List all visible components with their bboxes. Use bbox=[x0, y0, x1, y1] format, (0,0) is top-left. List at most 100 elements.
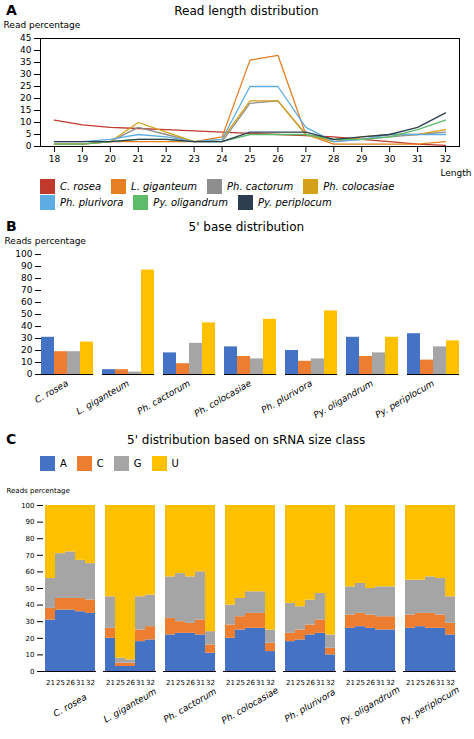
svg-text:Length: Length bbox=[440, 168, 471, 178]
html-text:5' base distribution: 5' base distribution bbox=[188, 220, 305, 234]
svg-text:Ph. plurivora: Ph. plurivora bbox=[283, 687, 337, 724]
svg-text:21: 21 bbox=[46, 679, 55, 687]
svg-text:23: 23 bbox=[188, 154, 199, 164]
svg-text:25: 25 bbox=[296, 679, 305, 687]
svg-text:30: 30 bbox=[26, 618, 35, 626]
svg-text:26: 26 bbox=[186, 679, 195, 687]
svg-text:32: 32 bbox=[440, 154, 451, 164]
svg-text:10: 10 bbox=[26, 651, 35, 659]
svg-text:24: 24 bbox=[216, 154, 228, 164]
svg-text:30: 30 bbox=[21, 333, 33, 343]
svg-text:21: 21 bbox=[346, 679, 355, 687]
svg-text:21: 21 bbox=[286, 679, 295, 687]
svg-text:21: 21 bbox=[226, 679, 235, 687]
html-text:5' distribution based on sRNA: 5' distribution based on sRNA size class bbox=[127, 433, 366, 447]
svg-text:70: 70 bbox=[26, 552, 35, 560]
svg-text:L. giganteum: L. giganteum bbox=[74, 378, 131, 416]
svg-text:100: 100 bbox=[15, 249, 32, 259]
svg-text:30: 30 bbox=[20, 69, 32, 79]
svg-text:35: 35 bbox=[20, 57, 31, 67]
svg-text:26: 26 bbox=[272, 154, 284, 164]
svg-text:Ph. colocasiae: Ph. colocasiae bbox=[220, 685, 281, 726]
html-text:Read length distribution: Read length distribution bbox=[174, 4, 319, 18]
svg-text:Ph. cactorum: Ph. cactorum bbox=[135, 378, 192, 417]
svg-text:31: 31 bbox=[436, 679, 445, 687]
svg-text:19: 19 bbox=[77, 154, 89, 164]
svg-text:50: 50 bbox=[21, 309, 33, 319]
svg-text:26: 26 bbox=[366, 679, 375, 687]
svg-text:10: 10 bbox=[21, 357, 33, 367]
svg-text:25: 25 bbox=[236, 679, 245, 687]
svg-text:21: 21 bbox=[406, 679, 415, 687]
svg-text:26: 26 bbox=[66, 679, 75, 687]
svg-text:26: 26 bbox=[306, 679, 315, 687]
svg-text:31: 31 bbox=[196, 679, 205, 687]
svg-text:26: 26 bbox=[246, 679, 255, 687]
svg-text:5: 5 bbox=[26, 129, 32, 139]
svg-text:0: 0 bbox=[26, 141, 32, 151]
svg-text:26: 26 bbox=[126, 679, 135, 687]
svg-text:25: 25 bbox=[56, 679, 65, 687]
svg-text:28: 28 bbox=[328, 154, 340, 164]
svg-text:50: 50 bbox=[26, 585, 35, 593]
svg-text:22: 22 bbox=[160, 154, 171, 164]
svg-text:10: 10 bbox=[20, 117, 32, 127]
svg-text:C. rosea: C. rosea bbox=[51, 692, 88, 719]
svg-text:60: 60 bbox=[26, 568, 35, 576]
svg-text:31: 31 bbox=[136, 679, 145, 687]
svg-text:31: 31 bbox=[376, 679, 385, 687]
svg-text:26: 26 bbox=[426, 679, 435, 687]
svg-text:21: 21 bbox=[106, 679, 115, 687]
svg-text:25: 25 bbox=[20, 81, 31, 91]
svg-text:20: 20 bbox=[105, 154, 117, 164]
svg-text:80: 80 bbox=[26, 535, 35, 543]
svg-text:20: 20 bbox=[20, 93, 32, 103]
svg-text:90: 90 bbox=[21, 261, 33, 271]
svg-text:0: 0 bbox=[30, 668, 34, 676]
svg-text:Reads percentage: Reads percentage bbox=[7, 487, 70, 495]
svg-text:80: 80 bbox=[21, 273, 33, 283]
svg-text:70: 70 bbox=[21, 285, 33, 295]
svg-text:Ph. plurivora: Ph. plurivora bbox=[260, 378, 314, 415]
svg-text:Reads percentage: Reads percentage bbox=[5, 236, 87, 246]
svg-text:32: 32 bbox=[326, 679, 335, 687]
svg-text:27: 27 bbox=[300, 154, 311, 164]
svg-text:25: 25 bbox=[356, 679, 365, 687]
svg-text:29: 29 bbox=[356, 154, 368, 164]
svg-text:31: 31 bbox=[76, 679, 85, 687]
svg-text:20: 20 bbox=[21, 345, 33, 355]
svg-text:20: 20 bbox=[26, 635, 35, 643]
svg-text:40: 40 bbox=[21, 321, 33, 331]
svg-text:18: 18 bbox=[49, 154, 61, 164]
svg-text:L. giganteum: L. giganteum bbox=[102, 686, 159, 724]
svg-text:21: 21 bbox=[166, 679, 175, 687]
svg-text:31: 31 bbox=[316, 679, 325, 687]
svg-text:Py. periplocum: Py. periplocum bbox=[399, 684, 462, 726]
svg-text:60: 60 bbox=[21, 297, 33, 307]
svg-text:100: 100 bbox=[21, 502, 34, 510]
svg-text:90: 90 bbox=[26, 518, 35, 526]
svg-text:25: 25 bbox=[176, 679, 185, 687]
svg-text:40: 40 bbox=[20, 45, 32, 55]
svg-text:15: 15 bbox=[20, 105, 31, 115]
svg-text:Ph. colocasiae: Ph. colocasiae bbox=[192, 378, 253, 419]
svg-text:25: 25 bbox=[244, 154, 255, 164]
svg-text:30: 30 bbox=[384, 154, 396, 164]
svg-text:31: 31 bbox=[256, 679, 265, 687]
svg-text:Read percentage: Read percentage bbox=[4, 20, 81, 30]
svg-text:Py. oligandrum: Py. oligandrum bbox=[338, 684, 401, 726]
svg-text:21: 21 bbox=[133, 154, 144, 164]
svg-text:31: 31 bbox=[412, 154, 423, 164]
svg-text:32: 32 bbox=[86, 679, 95, 687]
svg-text:32: 32 bbox=[146, 679, 155, 687]
svg-text:Ph. cactorum: Ph. cactorum bbox=[162, 686, 219, 725]
svg-text:40: 40 bbox=[26, 601, 35, 609]
svg-text:0: 0 bbox=[27, 369, 33, 379]
svg-text:Py. oligandrum: Py. oligandrum bbox=[312, 378, 375, 420]
svg-text:C. rosea: C. rosea bbox=[33, 378, 70, 405]
svg-text:25: 25 bbox=[116, 679, 125, 687]
svg-text:45: 45 bbox=[20, 33, 31, 43]
svg-text:Py. periplocum: Py. periplocum bbox=[373, 378, 436, 420]
svg-text:32: 32 bbox=[206, 679, 215, 687]
svg-text:25: 25 bbox=[416, 679, 425, 687]
